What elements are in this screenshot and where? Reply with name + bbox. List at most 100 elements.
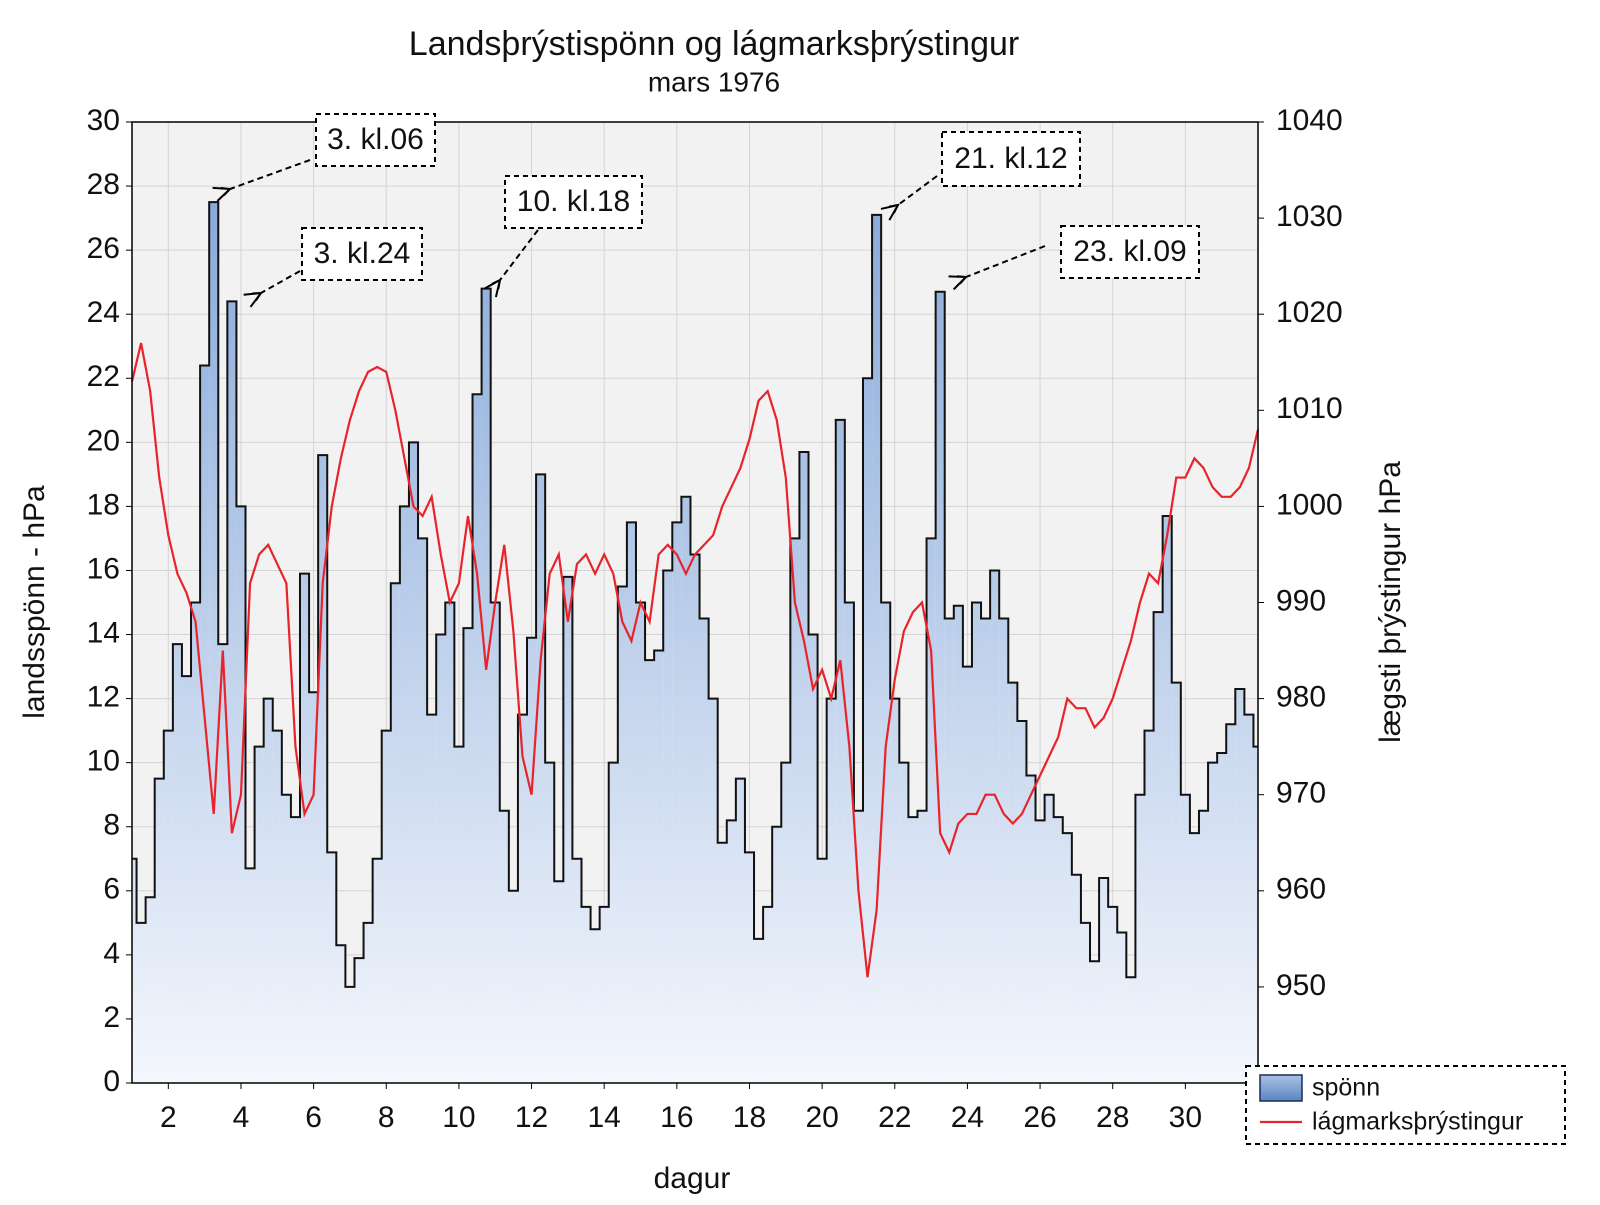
span-bar: [908, 817, 918, 1083]
span-bar: [1099, 877, 1109, 1083]
span-bar: [227, 301, 237, 1083]
span-bar: [318, 455, 328, 1083]
span-bar: [309, 692, 319, 1083]
annotation-text: 10. kl.18: [517, 185, 630, 218]
span-bar: [608, 762, 618, 1083]
y-tick-label: 10: [87, 745, 120, 778]
annotation-box: [301, 227, 423, 281]
span-bar: [817, 858, 827, 1083]
y-tick-label: 18: [87, 488, 120, 521]
span-bar: [1090, 961, 1100, 1083]
span-bar: [132, 858, 137, 1083]
x-tick-label: 26: [1023, 1101, 1056, 1134]
span-bar: [281, 794, 291, 1083]
span-bar: [272, 730, 282, 1083]
span-bar: [1017, 721, 1027, 1083]
span-bar: [427, 714, 437, 1083]
span-bar: [799, 451, 809, 1083]
span-bar: [971, 602, 982, 1083]
span-bar: [191, 602, 201, 1083]
annotation-arrow: [500, 229, 539, 280]
span-bar: [481, 288, 491, 1083]
x-tick-label: 24: [951, 1101, 984, 1134]
span-bar: [862, 378, 873, 1083]
annotation-arrow: [261, 270, 301, 293]
span-bar: [154, 778, 164, 1083]
x-tick-label: 14: [588, 1101, 621, 1134]
span-bar: [899, 762, 909, 1083]
chart-title: Landsþrýstispönn og lágmarksþrýstingur: [409, 25, 1019, 63]
y-tick-label: 8: [103, 809, 120, 842]
span-bar: [626, 522, 636, 1083]
y-axis-label: landsspönn - hPa: [18, 485, 51, 719]
y2-tick-label: 960: [1276, 873, 1326, 906]
y2-tick-label: 1010: [1276, 392, 1343, 425]
span-bar: [690, 554, 700, 1083]
span-bar: [1253, 746, 1258, 1083]
span-bar: [563, 576, 573, 1083]
legend-swatch: [1259, 1074, 1303, 1102]
y-tick-label: 28: [87, 168, 120, 201]
x-tick-label: 2: [160, 1101, 177, 1134]
span-bar: [354, 958, 364, 1083]
span-bar: [418, 538, 428, 1083]
y2-tick-label: 1030: [1276, 200, 1343, 233]
span-bar: [372, 858, 382, 1083]
span-bar: [1126, 977, 1136, 1083]
span-bar: [1162, 516, 1172, 1083]
y-tick-label: 2: [103, 1001, 120, 1034]
span-bar: [508, 890, 518, 1083]
span-bar: [336, 945, 346, 1083]
span-bar: [672, 522, 682, 1083]
span-bar: [345, 986, 355, 1083]
span-bar: [554, 881, 564, 1083]
chart-subtitle: mars 1976: [648, 66, 780, 97]
y2-axis-label: lægsti þrýstingur hPa: [1374, 461, 1407, 743]
y-tick-label: 22: [87, 360, 120, 393]
annotation-arrow: [898, 175, 938, 205]
span-bar: [399, 506, 409, 1083]
span-bar: [808, 634, 818, 1083]
x-tick-label: 20: [805, 1101, 838, 1134]
span-bar: [1080, 922, 1091, 1083]
span-bar: [499, 810, 509, 1083]
annotation-text: 21. kl.12: [954, 142, 1067, 175]
span-bar: [454, 746, 464, 1083]
span-bar: [826, 698, 836, 1083]
span-bar: [1226, 724, 1236, 1083]
span-bar: [853, 810, 863, 1083]
span-bar: [1180, 794, 1190, 1083]
y-tick-label: 12: [87, 681, 120, 714]
x-tick-label: 30: [1169, 1101, 1202, 1134]
span-bar: [363, 922, 373, 1083]
span-bar: [1208, 762, 1218, 1083]
span-bar: [645, 660, 655, 1083]
x-tick-label: 6: [305, 1101, 322, 1134]
span-bar: [463, 628, 473, 1083]
y-tick-label: 16: [87, 552, 120, 585]
span-bar: [699, 618, 709, 1083]
y-tick-label: 24: [87, 296, 120, 329]
span-bar: [390, 583, 400, 1083]
x-tick-label: 22: [878, 1101, 911, 1134]
span-bar: [545, 762, 555, 1083]
span-bar: [681, 496, 691, 1083]
annotation-box: [315, 113, 436, 167]
span-bar: [299, 573, 310, 1083]
y-tick-label: 0: [103, 1065, 120, 1098]
span-bar: [1198, 810, 1209, 1083]
span-bar: [536, 474, 546, 1083]
span-bar: [1217, 753, 1227, 1083]
span-bar: [881, 602, 891, 1083]
y2-tick-label: 970: [1276, 777, 1326, 810]
legend-label: spönn: [1312, 1074, 1380, 1102]
span-bar: [981, 618, 991, 1083]
span-bar: [735, 778, 745, 1083]
y2-tick-label: 980: [1276, 681, 1326, 714]
annotation-text: 3. kl.24: [314, 237, 411, 270]
x-axis-label: dagur: [654, 1162, 731, 1195]
span-bar: [145, 897, 155, 1083]
plot-frame: [131, 121, 1259, 1084]
span-bar: [136, 922, 146, 1083]
